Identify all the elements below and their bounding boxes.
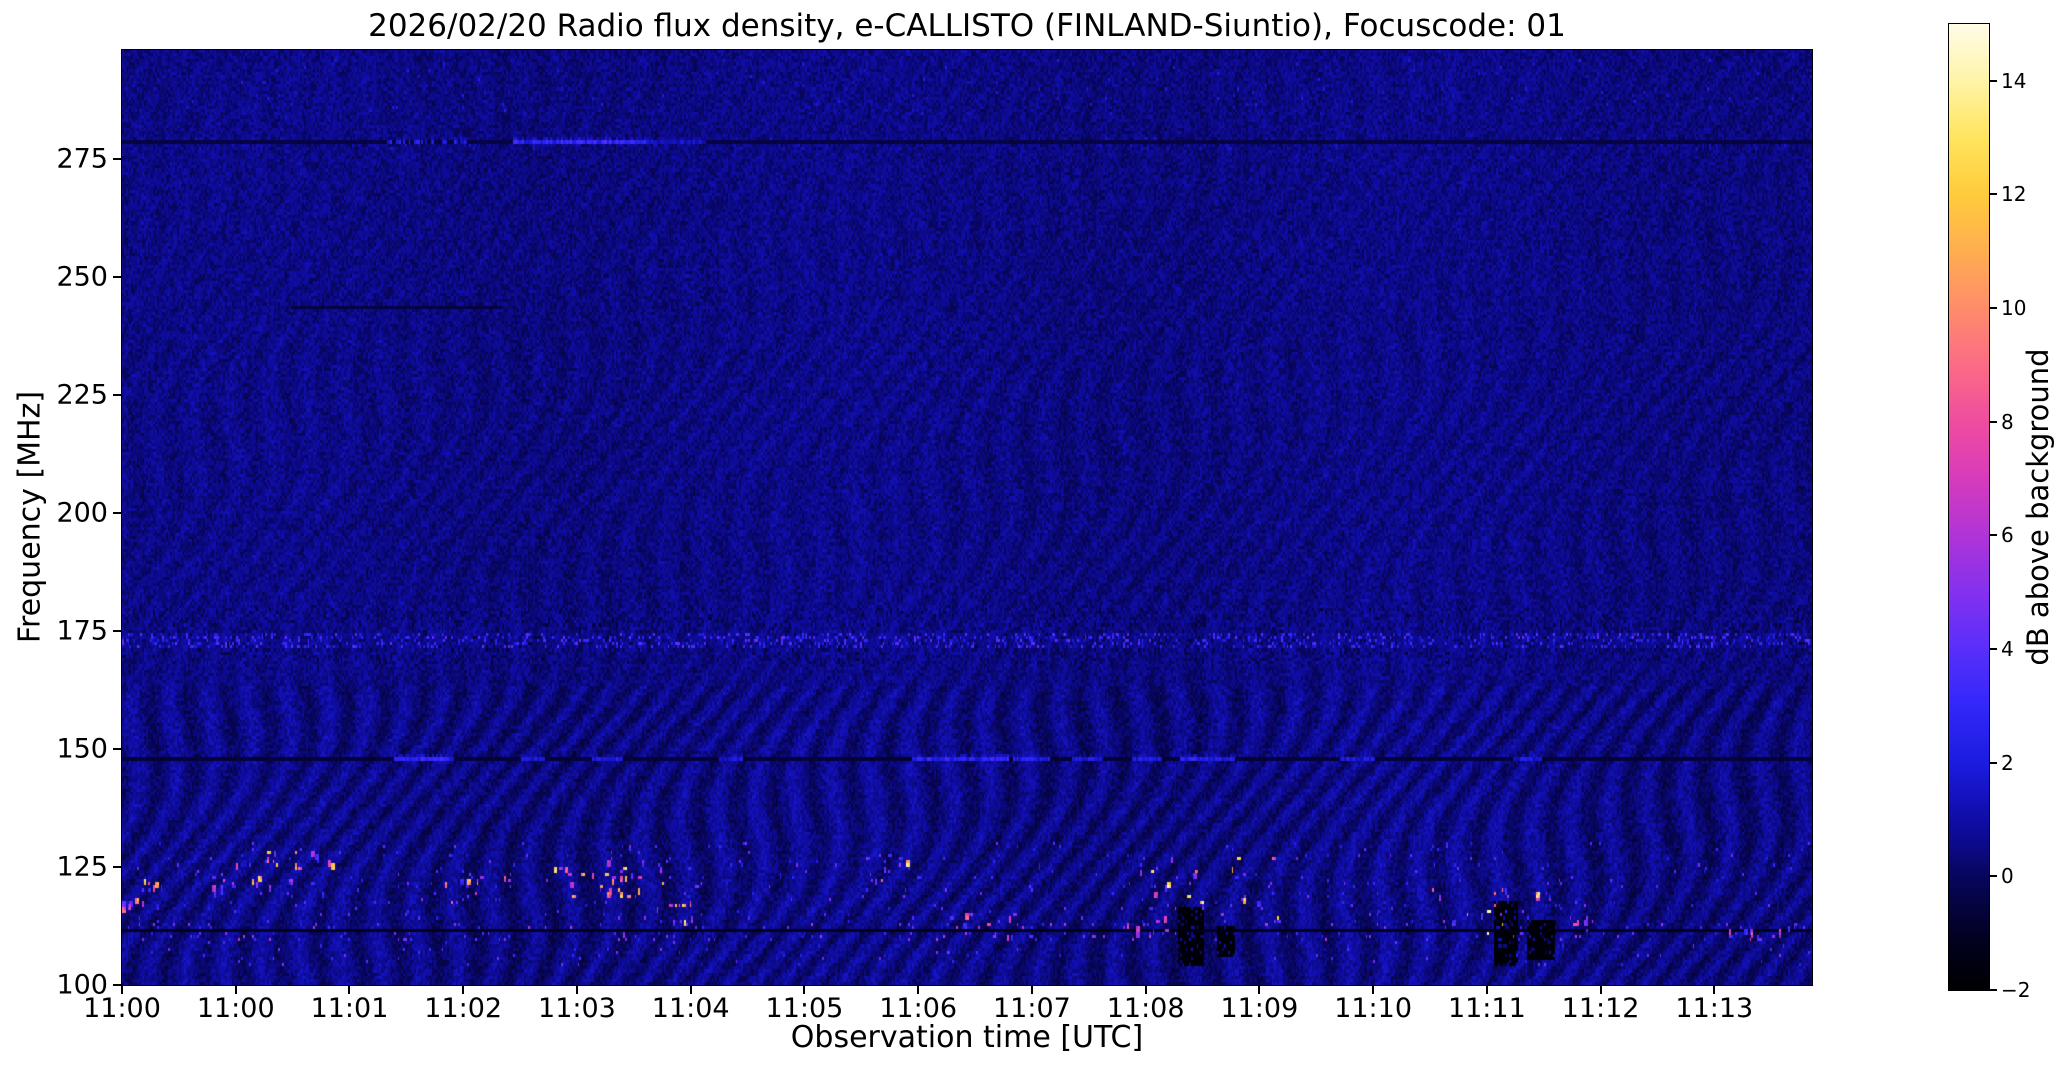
y-tick-label: 250 (56, 261, 108, 293)
y-tick-label: 225 (56, 379, 108, 411)
colorbar-tick-mark (1989, 648, 1997, 651)
y-tick-label: 150 (56, 733, 108, 765)
x-tick-mark (803, 985, 806, 994)
x-tick-label: 11:01 (310, 993, 389, 1024)
colorbar-tick-label: 8 (2001, 409, 2014, 434)
y-tick-label: 200 (56, 497, 108, 529)
x-tick-label: 11:13 (1675, 993, 1754, 1024)
colorbar-tick-mark (1989, 989, 1997, 991)
colorbar-tick-mark (1989, 193, 1997, 196)
x-tick-mark (348, 985, 351, 994)
x-tick-mark (1258, 985, 1261, 994)
y-tick-mark (113, 511, 122, 514)
colorbar-gradient (1948, 23, 1990, 991)
y-tick-mark (113, 865, 122, 868)
x-tick-label: 11:02 (424, 993, 503, 1024)
colorbar-label: dB above background (2021, 348, 2055, 666)
x-tick-mark (1144, 985, 1147, 994)
x-tick-mark (689, 985, 692, 994)
x-tick-mark (1030, 985, 1033, 994)
y-tick-label: 100 (56, 969, 108, 1001)
y-tick-label: 175 (56, 615, 108, 647)
y-tick-mark (113, 747, 122, 750)
x-tick-label: 11:05 (765, 993, 844, 1024)
colorbar-tick-label: −2 (2001, 978, 2031, 1002)
x-tick-mark (575, 985, 578, 994)
colorbar-tick-mark (1989, 307, 1997, 310)
x-tick-mark (234, 985, 237, 994)
colorbar-tick-label: 0 (2001, 864, 2014, 889)
y-tick-mark (113, 629, 122, 632)
colorbar-tick-mark (1989, 79, 1997, 82)
colorbar-tick-mark (1989, 534, 1997, 537)
y-tick-mark (113, 275, 122, 278)
x-tick-label: 11:09 (1220, 993, 1299, 1024)
colorbar-tick-label: 14 (2001, 68, 2027, 93)
y-tick-label: 275 (56, 143, 108, 175)
colorbar-tick-label: 12 (2001, 182, 2027, 207)
chart-title: 2026/02/20 Radio flux density, e-CALLIST… (368, 8, 1566, 44)
y-axis-label: Frequency [MHz] (12, 390, 48, 644)
colorbar-tick-label: 4 (2001, 637, 2014, 662)
x-tick-label: 11:11 (1447, 993, 1526, 1024)
x-tick-mark (1485, 985, 1488, 994)
x-tick-mark (462, 985, 465, 994)
x-tick-mark (917, 985, 920, 994)
x-tick-label: 11:00 (196, 993, 275, 1024)
x-tick-label: 11:10 (1334, 993, 1412, 1024)
x-tick-mark (1372, 985, 1375, 994)
x-tick-label: 11:00 (83, 993, 161, 1024)
x-tick-label: 11:03 (538, 993, 616, 1024)
y-tick-label: 125 (56, 851, 108, 883)
colorbar-tick-label: 6 (2001, 523, 2014, 548)
x-tick-mark (1713, 985, 1716, 994)
colorbar-tick-mark (1989, 420, 1997, 423)
x-tick-mark (1599, 985, 1602, 994)
colorbar-tick-label: 2 (2001, 750, 2014, 775)
spectrogram-heatmap (121, 49, 1813, 986)
x-tick-label: 11:08 (1106, 993, 1185, 1024)
y-tick-mark (113, 393, 122, 396)
y-tick-mark (113, 157, 122, 160)
x-tick-label: 11:12 (1561, 993, 1640, 1024)
y-tick-mark (113, 984, 122, 986)
x-tick-label: 11:07 (992, 993, 1071, 1024)
colorbar-tick-mark (1989, 875, 1997, 878)
x-tick-label: 11:06 (879, 993, 958, 1024)
x-tick-mark (121, 985, 123, 994)
x-tick-label: 11:04 (651, 993, 730, 1024)
colorbar-tick-label: 10 (2001, 296, 2027, 321)
colorbar-tick-mark (1989, 761, 1997, 764)
x-axis-label: Observation time [UTC] (790, 1020, 1144, 1055)
